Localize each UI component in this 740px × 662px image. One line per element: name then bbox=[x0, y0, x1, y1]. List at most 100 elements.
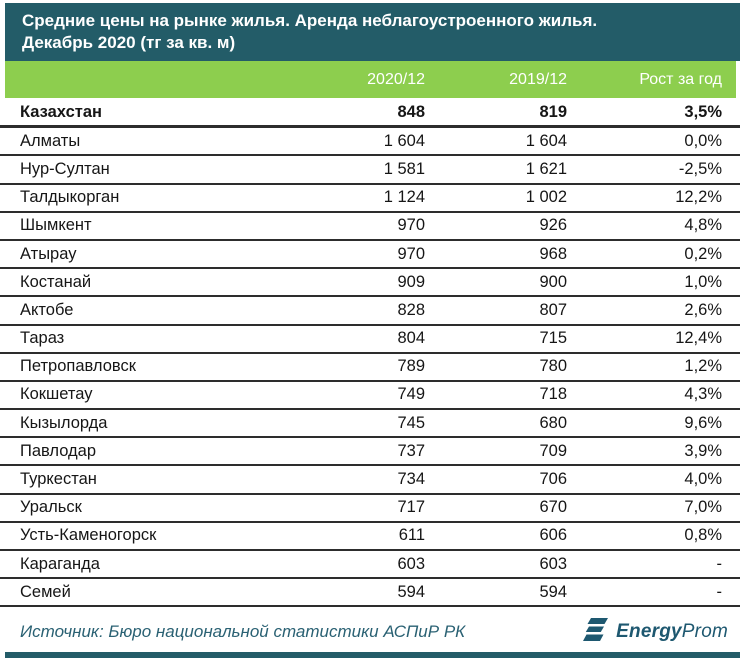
row-value-2020: 594 bbox=[397, 582, 425, 601]
row-value-2020: 970 bbox=[397, 244, 425, 263]
row-name: Павлодар bbox=[20, 441, 97, 460]
table-row: Алматы 1 604 1 604 0,0% bbox=[0, 128, 740, 157]
row-value-2019: 670 bbox=[539, 498, 567, 517]
page-title-line2: Декабрь 2020 (тг за кв. м) bbox=[22, 33, 236, 52]
row-value-2020: 1 124 bbox=[383, 188, 425, 207]
row-growth: 3,9% bbox=[684, 441, 722, 460]
row-value-2020: 804 bbox=[397, 329, 425, 348]
row-name: Уральск bbox=[20, 498, 82, 517]
table-row: Талдыкорган 1 124 1 002 12,2% bbox=[0, 185, 740, 213]
row-name: Кокшетау bbox=[20, 385, 93, 404]
table-body: Казахстан 848 819 3,5% Алматы 1 604 1 604 0,0% Н… bbox=[0, 100, 740, 608]
footer: Источник: Бюро национальной статистики А… bbox=[0, 607, 740, 651]
table-row: Шымкент 970 926 4,8% bbox=[0, 213, 740, 241]
row-value-2020: 828 bbox=[397, 300, 425, 319]
row-value-2019: 606 bbox=[539, 526, 567, 545]
row-value-2019: 819 bbox=[539, 103, 567, 122]
table-row: Тараз 804 715 12,4% bbox=[0, 326, 740, 354]
row-growth: -2,5% bbox=[678, 159, 722, 178]
row-value-2019: 926 bbox=[539, 216, 567, 235]
row-name: Атырау bbox=[20, 244, 77, 263]
row-growth: 0,8% bbox=[684, 526, 722, 545]
row-value-2020: 603 bbox=[397, 554, 425, 573]
row-value-2020: 734 bbox=[397, 470, 425, 489]
table-row: Усть-Каменогорск 611 606 0,8% bbox=[0, 523, 740, 551]
row-name: Тараз bbox=[20, 329, 65, 348]
bottom-accent-bar bbox=[5, 652, 740, 659]
row-value-2020: 1 604 bbox=[383, 131, 425, 150]
column-header-2019: 2019/12 bbox=[509, 70, 567, 88]
row-growth: 4,0% bbox=[684, 470, 722, 489]
logo-text-prom: Prom bbox=[681, 621, 728, 643]
row-value-2019: 1 002 bbox=[525, 188, 567, 207]
table-row: Кызылорда 745 680 9,6% bbox=[0, 410, 740, 439]
title-bar: Средние цены на рынке жилья. Аренда небл… bbox=[5, 3, 740, 61]
row-name: Алматы bbox=[20, 131, 81, 150]
row-value-2020: 789 bbox=[397, 357, 425, 376]
table-row: Туркестан 734 706 4,0% bbox=[0, 466, 740, 495]
row-value-2020: 970 bbox=[397, 216, 425, 235]
table-row: Петропавловск 789 780 1,2% bbox=[0, 354, 740, 382]
row-value-2020: 611 bbox=[398, 526, 425, 545]
row-name: Туркестан bbox=[20, 470, 97, 489]
column-header-2020: 2020/12 bbox=[367, 70, 425, 88]
row-growth: 4,3% bbox=[684, 385, 722, 404]
row-growth: 7,0% bbox=[684, 498, 722, 517]
table-header-row: 2020/12 2019/12 Рост за год bbox=[5, 61, 736, 98]
row-growth: 1,0% bbox=[684, 272, 722, 291]
row-value-2019: 1 604 bbox=[525, 131, 567, 150]
row-growth: 1,2% bbox=[684, 357, 722, 376]
row-name: Кызылорда bbox=[20, 413, 108, 432]
row-growth: 4,8% bbox=[684, 216, 722, 235]
energyprom-logo-icon bbox=[580, 617, 610, 648]
row-value-2019: 680 bbox=[539, 413, 567, 432]
table-row: Семей 594 594 - bbox=[0, 579, 740, 608]
row-growth: 3,5% bbox=[684, 103, 722, 122]
row-value-2020: 745 bbox=[397, 413, 425, 432]
row-name: Шымкент bbox=[20, 216, 92, 235]
row-growth: 0,0% bbox=[684, 131, 722, 150]
row-value-2019: 706 bbox=[539, 470, 567, 489]
row-value-2019: 709 bbox=[539, 441, 567, 460]
row-growth: - bbox=[716, 582, 723, 601]
row-growth: 12,2% bbox=[675, 188, 722, 207]
row-name: Костанай bbox=[20, 272, 92, 291]
table-row: Нур-Султан 1 581 1 621 -2,5% bbox=[0, 156, 740, 185]
row-value-2019: 968 bbox=[539, 244, 567, 263]
row-value-2019: 603 bbox=[539, 554, 567, 573]
row-value-2019: 715 bbox=[539, 329, 567, 348]
row-value-2020: 717 bbox=[397, 498, 425, 517]
row-growth: 0,2% bbox=[684, 244, 722, 263]
row-name: Актобе bbox=[20, 300, 74, 319]
row-name: Семей bbox=[20, 582, 71, 601]
row-value-2019: 900 bbox=[539, 272, 567, 291]
row-growth: 12,4% bbox=[675, 329, 722, 348]
row-growth: 2,6% bbox=[684, 300, 722, 319]
source-note: Источник: Бюро национальной статистики А… bbox=[20, 622, 466, 642]
table-row: Актобе 828 807 2,6% bbox=[0, 297, 740, 326]
energyprom-logo-text: EnergyProm bbox=[616, 621, 728, 643]
table-row: Кокшетау 749 718 4,3% bbox=[0, 382, 740, 411]
row-value-2019: 1 621 bbox=[525, 159, 567, 178]
table-row: Павлодар 737 709 3,9% bbox=[0, 438, 740, 467]
row-value-2020: 737 bbox=[397, 441, 425, 460]
row-value-2019: 807 bbox=[539, 300, 567, 319]
row-value-2019: 594 bbox=[539, 582, 567, 601]
row-name: Нур-Султан bbox=[20, 159, 110, 178]
row-name: Казахстан bbox=[20, 103, 102, 122]
row-name: Талдыкорган bbox=[20, 188, 120, 207]
row-name: Караганда bbox=[20, 554, 100, 573]
table-row: Атырау 970 968 0,2% bbox=[0, 241, 740, 270]
row-value-2019: 718 bbox=[539, 385, 567, 404]
logo-text-energy: Energy bbox=[616, 621, 682, 643]
table-row: Костанай 909 900 1,0% bbox=[0, 269, 740, 298]
row-value-2020: 909 bbox=[397, 272, 425, 291]
table-row: Уральск 717 670 7,0% bbox=[0, 495, 740, 523]
table-row: Караганда 603 603 - bbox=[0, 551, 740, 580]
row-value-2019: 780 bbox=[539, 357, 567, 376]
page-title-line1: Средние цены на рынке жилья. Аренда небл… bbox=[22, 11, 598, 30]
row-name: Усть-Каменогорск bbox=[20, 526, 157, 545]
row-value-2020: 848 bbox=[397, 103, 425, 122]
row-growth: 9,6% bbox=[684, 413, 722, 432]
row-value-2020: 749 bbox=[397, 385, 425, 404]
